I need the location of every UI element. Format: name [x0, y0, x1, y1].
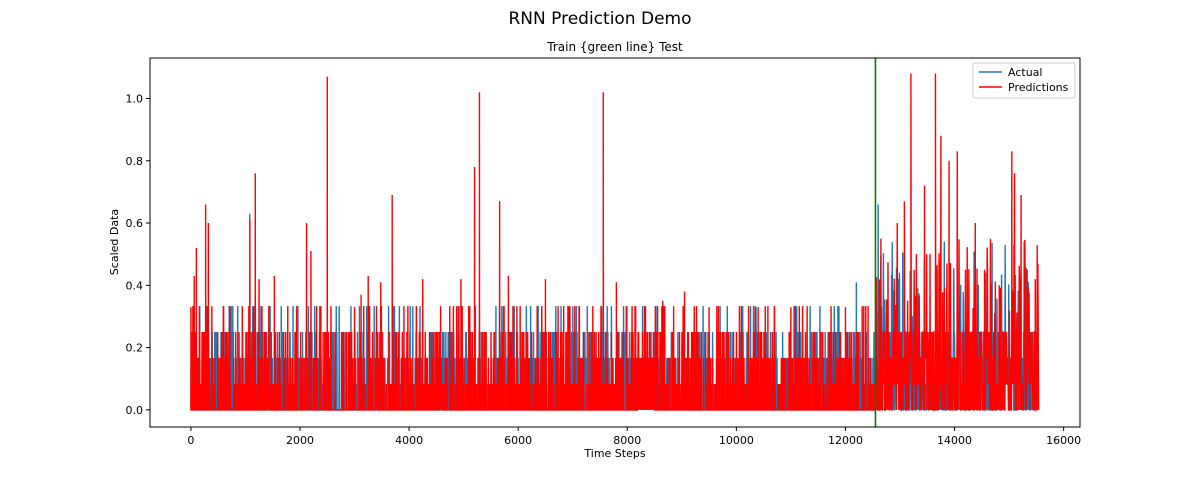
x-tick-label: 8000 — [613, 434, 641, 447]
series-line-predictions — [190, 73, 1040, 411]
x-tick-label: 2000 — [286, 434, 314, 447]
x-tick-label: 16000 — [1046, 434, 1081, 447]
y-tick-label: 0.8 — [126, 155, 144, 168]
x-tick-label: 0 — [187, 434, 194, 447]
x-tick-label: 12000 — [828, 434, 863, 447]
series-layer — [190, 73, 1040, 411]
plot-area — [149, 57, 1081, 428]
x-axis: 0 2000 4000 6000 8000 10000 12000 14000 16000 — [187, 427, 1081, 447]
y-tick-label: 0.6 — [126, 217, 144, 230]
x-tick-label: 6000 — [504, 434, 532, 447]
y-tick-label: 0.0 — [126, 404, 144, 417]
x-axis-label: Time Steps — [583, 447, 645, 460]
chart-title: Train {green line} Test — [546, 40, 683, 54]
legend: Actual Predictions — [972, 62, 1076, 99]
legend-label-predictions: Predictions — [1008, 81, 1069, 94]
x-tick-label: 10000 — [719, 434, 754, 447]
x-tick-label: 14000 — [937, 434, 972, 447]
y-tick-label: 1.0 — [126, 92, 144, 105]
plot-frame — [149, 57, 1081, 428]
y-tick-label: 0.2 — [126, 342, 144, 355]
legend-label-actual: Actual — [1008, 66, 1042, 79]
y-tick-label: 0.4 — [126, 279, 144, 292]
y-axis: 0.0 0.2 0.4 0.6 0.8 1.0 — [126, 92, 150, 417]
y-axis-label: Scaled Data — [108, 209, 121, 275]
figure-suptitle: RNN Prediction Demo — [508, 9, 691, 29]
x-tick-label: 4000 — [395, 434, 423, 447]
